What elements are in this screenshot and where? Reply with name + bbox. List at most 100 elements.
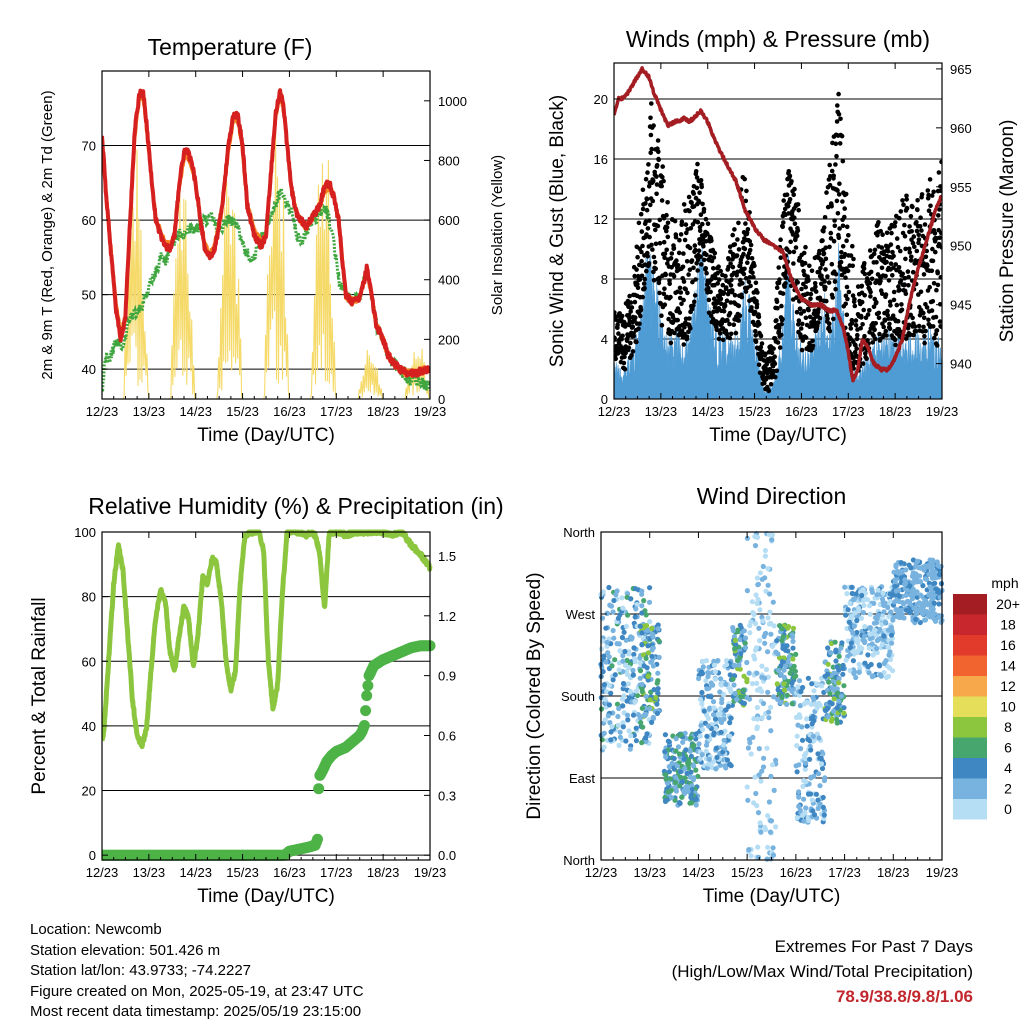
gust-point (827, 162, 832, 168)
wind-direction-point (655, 686, 661, 692)
gust-point (876, 310, 882, 316)
wind-direction-point (703, 658, 710, 664)
gust-point (843, 191, 849, 197)
gust-point (665, 234, 671, 240)
wind-direction-point (886, 652, 892, 658)
gust-point (888, 242, 894, 247)
gust-point (698, 212, 704, 217)
gust-point (844, 238, 849, 243)
wind-direction-point (663, 754, 669, 760)
gust-point (912, 244, 917, 250)
wind-direction-point (933, 586, 939, 592)
gust-point (757, 321, 762, 327)
wind-direction-point (757, 820, 763, 826)
wind-direction-point (688, 800, 695, 806)
gust-point (709, 238, 714, 244)
wind-direction-point (921, 567, 927, 573)
gust-point (930, 324, 936, 329)
wind-direction-point (738, 651, 744, 657)
wind-direction-point (757, 570, 764, 576)
wind-direction-point (747, 630, 753, 636)
wind-direction-point (645, 650, 652, 656)
gust-point (879, 265, 885, 271)
wind-direction-point (608, 737, 614, 743)
wind-direction-point (732, 646, 738, 652)
wind-direction-point (817, 801, 823, 807)
wind-direction-point (616, 742, 622, 749)
gust-point (884, 259, 889, 265)
wind-direction-point (874, 592, 880, 598)
gust-point (712, 250, 718, 256)
legend-swatch (953, 635, 987, 656)
wind-direction-point (797, 703, 804, 709)
wind-direction-point (604, 610, 610, 617)
gust-point (644, 268, 649, 274)
gust-point (859, 283, 865, 289)
gust-point (781, 198, 786, 203)
wind-direction-point (920, 583, 926, 589)
wind-direction-point (728, 763, 734, 769)
wind-direction-point (838, 645, 844, 651)
wind-direction-point (744, 588, 751, 594)
wind-direction-point (766, 709, 772, 715)
y-axis-label: 2m & 9m T (Red, Orange) & 2m Td (Green) (39, 90, 56, 379)
wind-direction-point (784, 643, 790, 649)
wind-direction-point (610, 609, 616, 615)
gust-point (923, 328, 928, 334)
x-tick-label: 13/23 (645, 404, 678, 419)
wind-direction-point (779, 626, 785, 632)
gust-point (898, 248, 903, 254)
wind-direction-point (781, 655, 787, 661)
gust-point (620, 333, 625, 339)
wind-direction-point (754, 670, 760, 676)
wind-direction-point (765, 566, 771, 572)
gust-point (771, 346, 776, 351)
wind-direction-point (733, 641, 739, 648)
wind-direction-point (747, 740, 753, 746)
gust-point (628, 300, 634, 305)
gust-point (812, 281, 818, 286)
wind-direction-point (630, 712, 637, 718)
wind-direction-point (611, 635, 617, 641)
gust-point (732, 292, 738, 298)
gust-point (645, 253, 650, 259)
gust-point (890, 313, 896, 319)
gust-point (867, 308, 872, 313)
wind-direction-point (904, 598, 911, 605)
wind-direction-point (765, 649, 771, 655)
wind-direction-point (689, 783, 695, 789)
wind-direction-point (703, 678, 709, 684)
wind-direction-point (650, 714, 656, 720)
gust-point (821, 229, 826, 234)
gust-point (785, 203, 791, 209)
gust-point (933, 249, 938, 255)
gust-point (739, 294, 745, 300)
gust-point (642, 285, 647, 291)
wind-direction-point (704, 765, 711, 771)
gust-point (787, 197, 793, 202)
gust-point (695, 219, 701, 225)
gust-point (860, 322, 865, 327)
wind-direction-point (933, 575, 939, 581)
gust-point (632, 299, 638, 305)
solar-insolation-line (356, 349, 384, 399)
y-axis-label: Sonic Wind & Gust (Blue, Black) (547, 95, 568, 367)
gust-point (938, 275, 942, 280)
gust-point (701, 257, 707, 263)
gust-point (840, 158, 846, 164)
wind-direction-point (742, 645, 749, 651)
wind-direction-point (706, 761, 712, 767)
wind-direction-point (623, 738, 629, 744)
gust-point (934, 287, 939, 293)
wind-direction-point (906, 562, 912, 568)
y2-axis-label: Solar Insolation (Yellow) (489, 155, 506, 315)
wind-direction-point (825, 705, 831, 711)
wind-direction-point (760, 618, 766, 624)
wind-direction-point (762, 547, 769, 554)
gust-point (874, 300, 879, 305)
gust-point (846, 289, 852, 295)
gust-point (913, 329, 919, 334)
gust-point (648, 132, 654, 138)
wind-direction-point (691, 775, 697, 781)
gust-point (735, 237, 740, 242)
